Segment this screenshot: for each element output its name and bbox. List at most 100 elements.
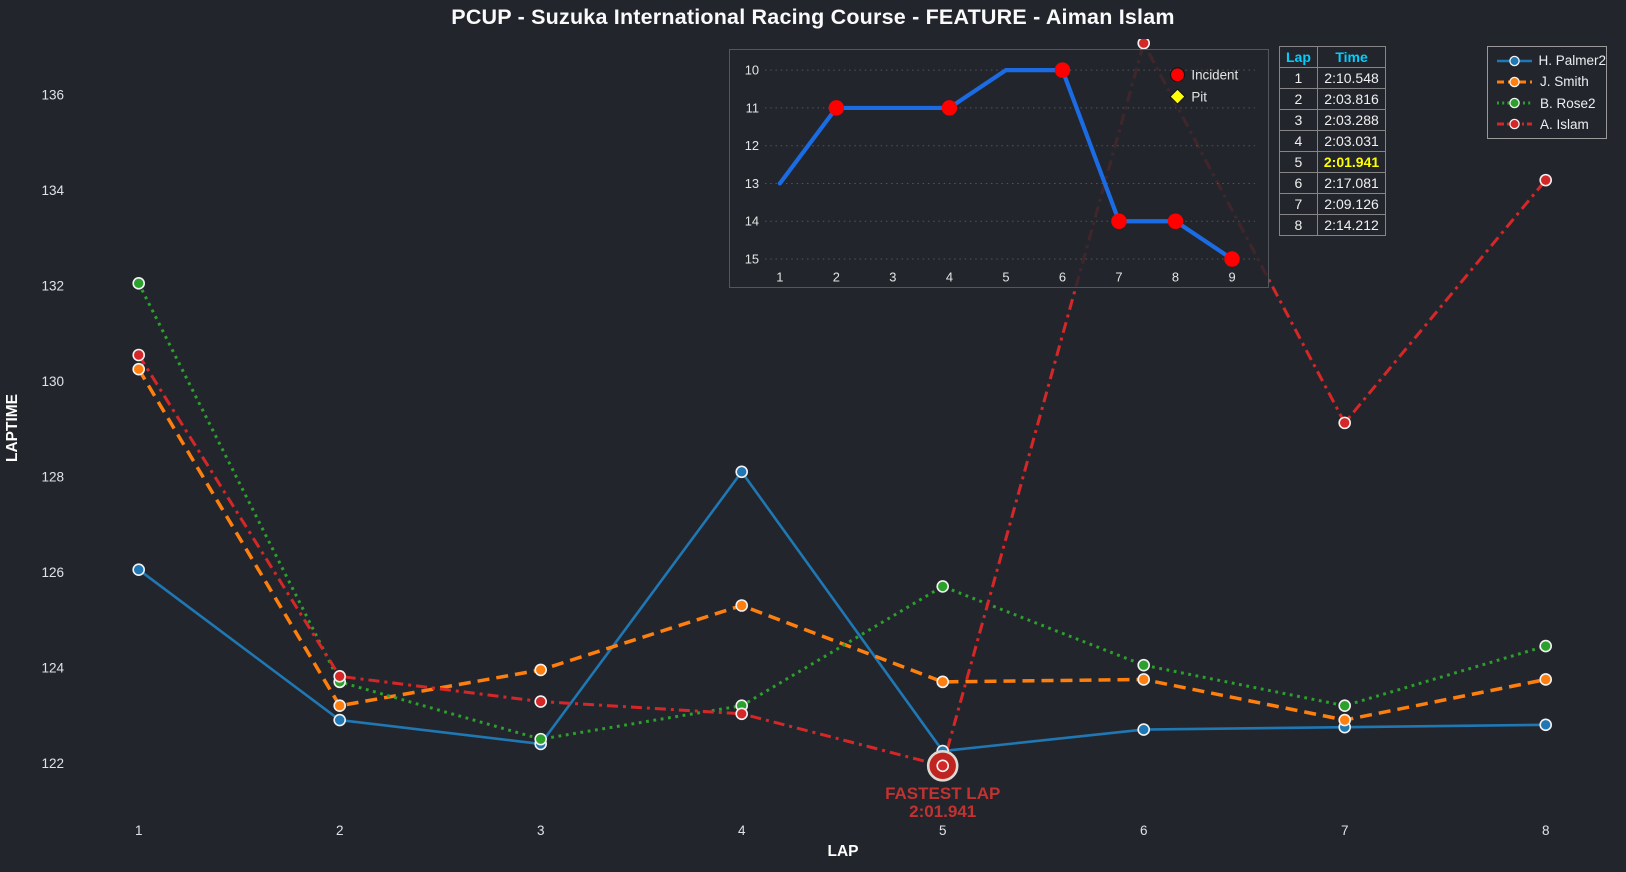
data-point-marker: [735, 599, 749, 612]
table-row: 6 2:17.081: [1279, 172, 1387, 194]
legend-swatch: [1497, 97, 1532, 109]
table-header: Lap: [1279, 46, 1318, 68]
position-inset-panel: 10 11 12 13 14 15 1 2 3 4 5 6 7 8 9 Incident Pit: [729, 49, 1269, 288]
legend-swatch: [1497, 119, 1532, 130]
lap-number-cell: 3: [1279, 109, 1318, 131]
y-tick-label: 124: [41, 660, 64, 675]
y-tick-label: 136: [41, 88, 64, 103]
data-point-marker: [534, 663, 548, 677]
fastest-lap-time-cell: 2:01.941: [1316, 151, 1387, 173]
table-row: 8 2:14.212: [1279, 214, 1387, 236]
lap-number-cell: 5: [1279, 151, 1318, 173]
x-tick-label: 7: [1341, 823, 1349, 838]
x-tick-label: 2: [336, 823, 344, 838]
lap-number-cell: 8: [1279, 214, 1318, 236]
data-point-marker: [1539, 718, 1552, 732]
lap-time-cell: 2:14.212: [1316, 214, 1387, 236]
series-legend: H. Palmer2 J. Smith B. Rose2 A. Islam: [1487, 46, 1607, 139]
y-axis-label: LAPTIME: [4, 394, 21, 462]
pit-legend-icon: [1169, 88, 1186, 105]
x-tick-label: 8: [1542, 823, 1550, 838]
table-row: 2 2:03.816: [1279, 88, 1387, 110]
inset-y-tick-label: 13: [745, 176, 759, 191]
series-line: [137, 470, 1546, 753]
incident-marker: [1167, 213, 1184, 229]
table-row: 3 2:03.288: [1279, 109, 1387, 131]
fastest-lap-time: 2:01.941: [909, 802, 976, 821]
legend-item-h-palmer2: H. Palmer2: [1496, 53, 1606, 68]
data-point-marker: [132, 277, 145, 290]
incident-marker: [1111, 213, 1127, 229]
legend-marker: [1509, 76, 1520, 88]
data-point-marker: [132, 348, 145, 362]
incident-marker: [1224, 251, 1240, 267]
data-point-marker: [735, 465, 749, 479]
incident-legend-label: Incident: [1191, 68, 1238, 83]
lap-time-cell: 2:09.126: [1316, 193, 1387, 215]
lap-number-cell: 1: [1279, 67, 1318, 89]
data-point-marker: [1338, 699, 1351, 713]
data-point-marker: [534, 732, 548, 746]
inset-y-tick-label: 15: [745, 251, 759, 266]
data-point-marker: [1137, 658, 1150, 672]
legend-marker: [1509, 55, 1520, 66]
data-point-marker: [132, 563, 145, 576]
data-point-marker: [936, 580, 950, 593]
series-line: [137, 41, 1547, 768]
x-tick-label: 5: [939, 823, 947, 838]
inset-x-tick-label: 4: [946, 270, 953, 285]
legend-marker: [1509, 119, 1520, 130]
data-point-marker: [1137, 673, 1150, 686]
legend-item-b-rose2: B. Rose2: [1496, 96, 1606, 111]
legend-item-j-smith: J. Smith: [1496, 74, 1606, 89]
inset-x-tick-label: 7: [1115, 270, 1122, 285]
y-tick-label: 134: [41, 183, 64, 198]
legend-swatch: [1497, 76, 1532, 88]
legend-label: A. Islam: [1540, 116, 1589, 132]
inset-y-tick-label: 14: [745, 214, 759, 229]
legend-swatch: [1497, 55, 1532, 66]
lap-number-cell: 4: [1279, 130, 1318, 152]
table-row: 5 2:01.941: [1279, 151, 1387, 173]
lap-time-table: Lap Time 1 2:10.548 2 2:03.816 3 2:03.288 4 2:03.…: [1279, 46, 1387, 236]
y-tick-label: 130: [41, 374, 64, 389]
lap-number-cell: 7: [1279, 193, 1318, 215]
inset-x-tick-label: 1: [776, 270, 783, 285]
x-tick-label: 3: [537, 823, 545, 838]
fastest-lap-label: FASTEST LAP: [885, 784, 1000, 803]
legend-label: H. Palmer2: [1538, 53, 1606, 69]
incident-marker: [1054, 62, 1071, 78]
lap-number-cell: 6: [1279, 172, 1318, 194]
data-point-marker: [132, 362, 145, 376]
y-tick-label: 132: [41, 279, 64, 294]
chart-title: PCUP - Suzuka International Racing Cours…: [451, 5, 1175, 29]
incident-legend-icon: [1170, 67, 1185, 83]
x-tick-label: 1: [135, 823, 143, 838]
data-point-marker: [1338, 416, 1351, 430]
data-point-marker: [333, 699, 347, 713]
data-point-marker: [1539, 639, 1552, 653]
data-point-marker: [534, 695, 548, 708]
data-point-marker: [735, 707, 749, 721]
x-tick-label: 4: [738, 823, 746, 838]
data-point-marker: [1338, 713, 1351, 727]
data-point-marker: [1539, 173, 1552, 187]
table-row: 4 2:03.031: [1279, 130, 1387, 152]
inset-x-tick-label: 3: [889, 270, 896, 285]
y-tick-label: 128: [41, 469, 64, 484]
x-tick-label: 6: [1140, 823, 1148, 838]
lap-table-grid: Lap Time 1 2:10.548 2 2:03.816 3 2:03.288 4 2:03.…: [1279, 46, 1387, 236]
table-row: 7 2:09.126: [1279, 193, 1387, 215]
inset-x-tick-label: 5: [1002, 270, 1009, 285]
legend-marker: [1509, 97, 1520, 109]
data-point-marker: [333, 670, 347, 683]
data-point-marker: [1137, 723, 1150, 736]
inset-x-tick-label: 6: [1059, 270, 1066, 285]
lap-time-cell: 2:03.031: [1316, 130, 1387, 152]
x-axis-label: LAP: [828, 843, 859, 860]
inset-y-tick-label: 10: [745, 63, 759, 78]
data-point-marker: [936, 759, 950, 773]
